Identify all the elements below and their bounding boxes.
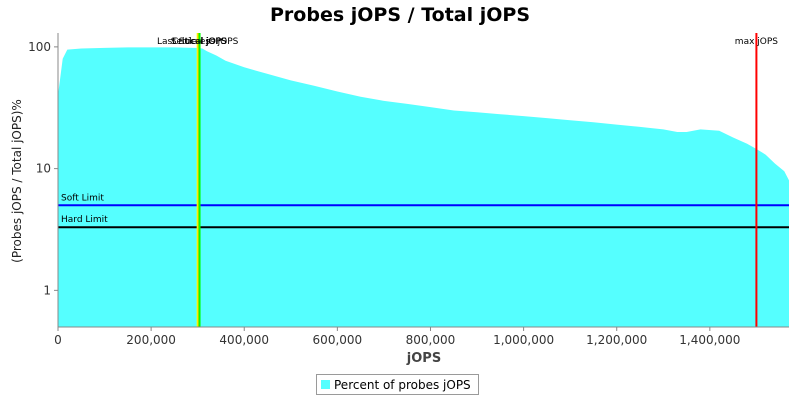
y-tick-label-1: 10 bbox=[36, 162, 51, 176]
x-tick-label-1: 200,000 bbox=[126, 333, 176, 347]
limit-label-1: Hard Limit bbox=[61, 215, 108, 225]
chart-title: Probes jOPS / Total jOPS bbox=[270, 4, 530, 26]
plot-area bbox=[58, 47, 789, 328]
x-tick-label-5: 1,000,000 bbox=[493, 333, 554, 347]
x-tick-label-2: 400,000 bbox=[219, 333, 269, 347]
limit-label-0: Soft Limit bbox=[61, 193, 104, 203]
legend-label: Percent of probes jOPS bbox=[334, 377, 471, 392]
x-tick-label-0: 0 bbox=[54, 333, 62, 347]
y-tick-label-0: 1 bbox=[43, 283, 51, 297]
x-axis-title: jOPS bbox=[406, 351, 441, 366]
axes: 0 200,000 400,000 600,000 800,000 1,000,000 1,… bbox=[28, 33, 789, 347]
x-tick-label-6: 1,200,000 bbox=[586, 333, 647, 347]
x-tick-label-4: 800,000 bbox=[406, 333, 456, 347]
y-tick-label-2: 100 bbox=[28, 40, 51, 54]
x-tick-label-3: 600,000 bbox=[313, 333, 363, 347]
annotation-label-2: Critical jOPS bbox=[172, 37, 227, 47]
legend: Percent of probes jOPS bbox=[316, 374, 479, 395]
annotation-label-3: max jOPS bbox=[735, 37, 778, 47]
x-tick-label-7: 1,400,000 bbox=[679, 333, 740, 347]
legend-swatch bbox=[321, 380, 330, 389]
y-axis-title: (Probes jOPS / Total jOPS)% bbox=[10, 99, 24, 263]
series-area-0 bbox=[58, 47, 789, 328]
